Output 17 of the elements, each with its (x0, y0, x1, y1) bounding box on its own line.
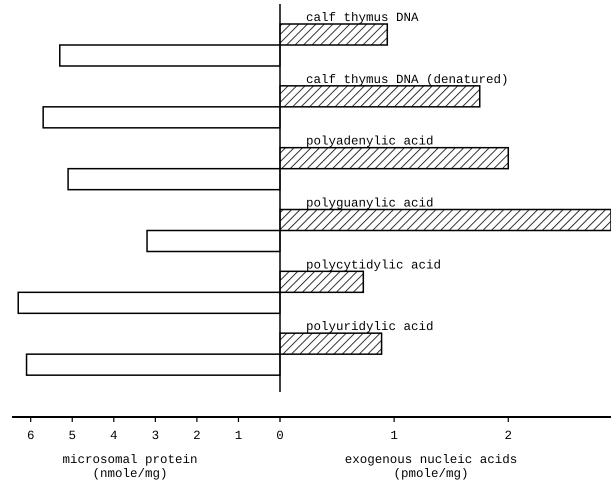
y-tick-label: calf thymus DNA (denatured) (306, 72, 509, 87)
x-axis-title: microsomal protein (nmole/mg) (62, 453, 198, 481)
x-axis-title: exogenous nucleic acids (pmole/mg) (344, 453, 518, 481)
y-tick-label: polyguanylic acid (306, 196, 434, 210)
x-tick-label: 2 (193, 429, 201, 443)
y-tick-label: polycytidylic acid (306, 258, 442, 272)
x-tick-label: 6 (26, 429, 34, 443)
x-tick-label: 3 (152, 429, 160, 443)
x-tick-label: 0 (276, 429, 284, 443)
x-tick-label: 4 (110, 429, 118, 443)
x-tick-label: 5 (68, 429, 76, 443)
y-tick-label: calf thymus DNA (306, 11, 420, 25)
x-tick-label: 2 (504, 429, 512, 443)
y-tick-label: polyuridylic acid (306, 320, 434, 334)
x-tick-label: 1 (390, 429, 398, 443)
x-tick-label: 1 (234, 429, 242, 443)
y-tick-label: polyadenylic acid (306, 134, 434, 149)
